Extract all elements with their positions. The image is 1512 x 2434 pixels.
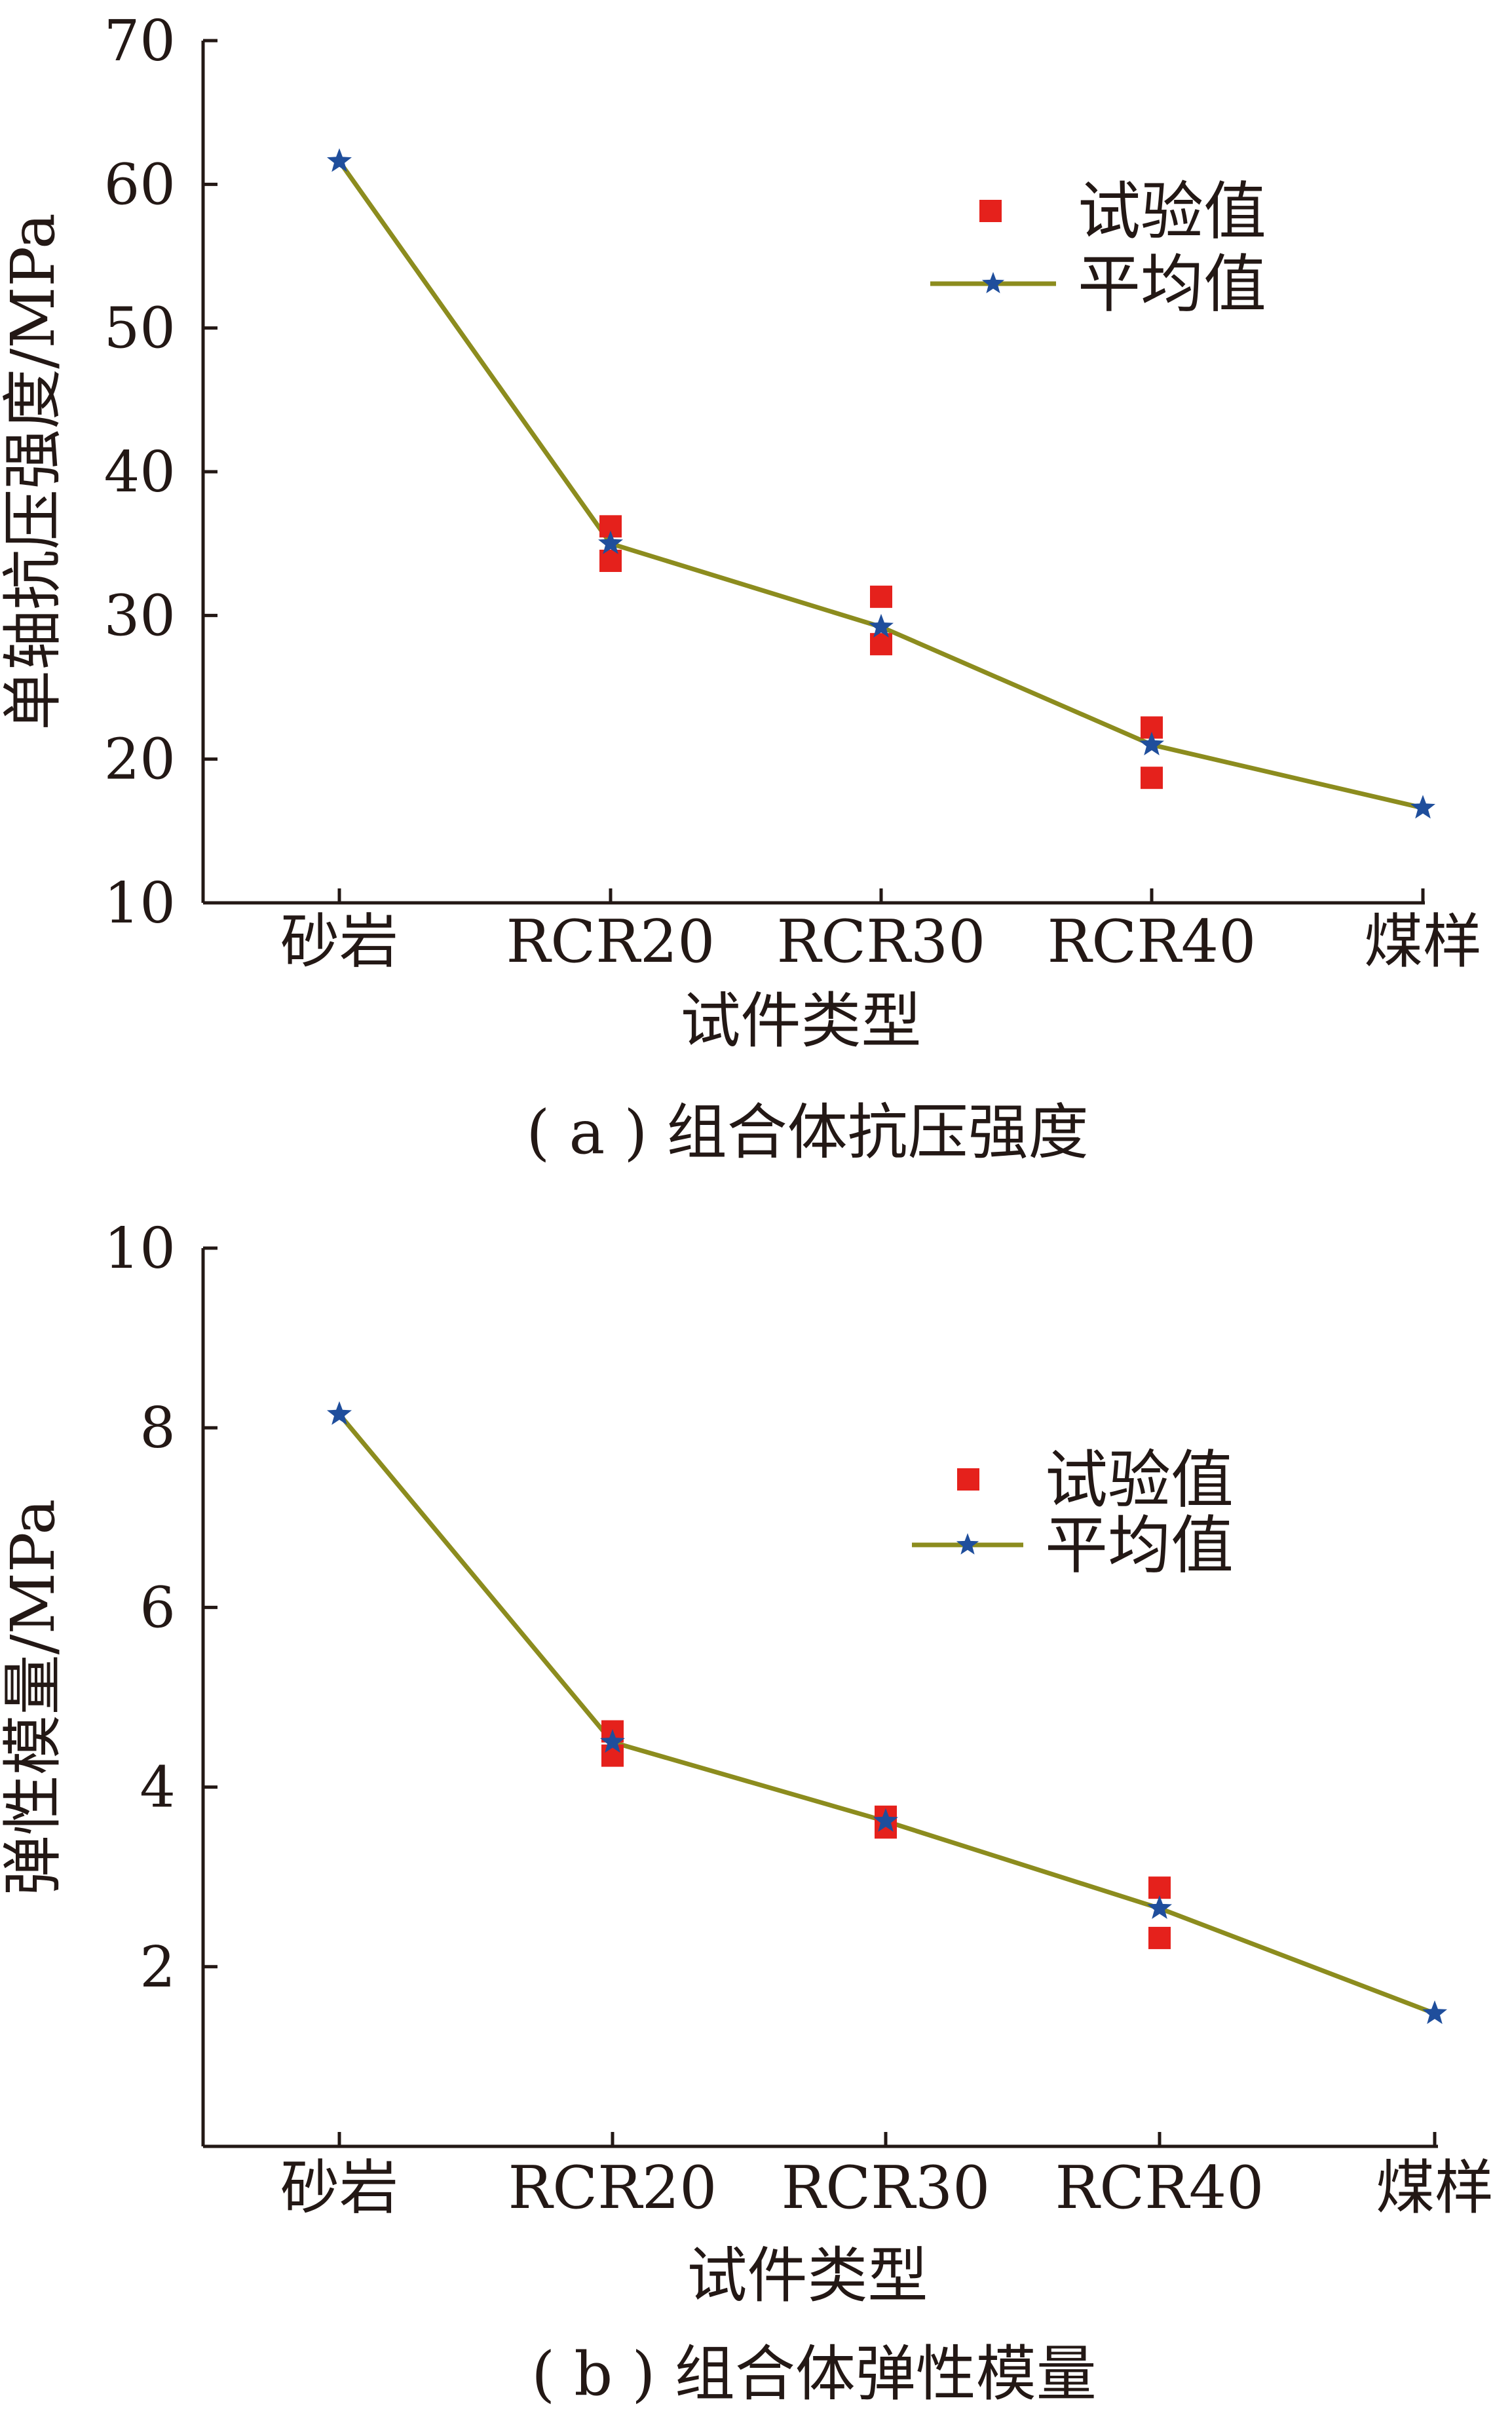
x-tick-label: RCR30 <box>782 2154 991 2222</box>
test-value-point <box>601 1744 624 1767</box>
y-tick-label: 6 <box>140 1575 176 1641</box>
y-tick-label: 60 <box>104 152 176 218</box>
panel-caption: ( b ) 组合体弹性模量 <box>531 2339 1096 2409</box>
x-axis-label: 试件类型 <box>680 986 921 1056</box>
test-value-point <box>1148 1876 1171 1899</box>
x-axis-label: 试件类型 <box>687 2241 928 2311</box>
y-tick-label: 30 <box>104 583 176 649</box>
average-point <box>1139 731 1164 755</box>
average-point <box>1422 2000 1447 2025</box>
x-tick-label: RCR20 <box>506 907 715 976</box>
average-point <box>600 1729 625 1753</box>
y-tick-label: 10 <box>104 871 176 936</box>
average-point <box>327 148 352 172</box>
y-tick-label: 2 <box>140 1935 176 2000</box>
legend-label-test-value: 试验值 <box>1078 175 1266 248</box>
y-tick-label: 50 <box>104 296 176 362</box>
average-point <box>598 530 623 554</box>
test-value-point <box>1148 1926 1171 1949</box>
average-point <box>1410 795 1435 819</box>
legend-swatch-average-star <box>981 272 1005 294</box>
y-tick-label: 10 <box>104 1216 176 1282</box>
y-tick-label: 20 <box>104 727 176 793</box>
x-tick-label: RCR40 <box>1048 907 1257 976</box>
legend-swatch-test-value <box>957 1468 979 1491</box>
panel-caption: ( a ) 组合体抗压强度 <box>526 1097 1088 1168</box>
legend-label-test-value: 试验值 <box>1045 1443 1234 1517</box>
test-value-point <box>870 585 892 608</box>
x-tick-label: RCR40 <box>1055 2154 1264 2222</box>
y-axis-label: 单轴抗压强度/MPa <box>0 213 68 731</box>
legend-swatch-average-star <box>956 1533 979 1555</box>
x-tick-label: RCR20 <box>508 2154 717 2222</box>
average-point <box>1147 1895 1172 1919</box>
legend-label-average: 平均值 <box>1078 248 1266 321</box>
legend-swatch-test-value <box>979 200 1002 222</box>
test-value-point <box>870 633 892 656</box>
y-tick-label: 4 <box>140 1755 176 1821</box>
legend-label-average: 平均值 <box>1045 1509 1234 1582</box>
test-value-point <box>599 549 622 572</box>
x-tick-label: 砂岩 <box>280 2154 398 2222</box>
y-tick-label: 8 <box>140 1396 176 1461</box>
x-tick-label: 煤样 <box>1364 907 1482 976</box>
y-tick-label: 70 <box>104 9 176 74</box>
average-point <box>327 1401 352 1425</box>
x-tick-label: 砂岩 <box>280 907 398 976</box>
test-value-point <box>1141 767 1163 789</box>
y-axis-label: 弹性模量/MPa <box>0 1499 68 1896</box>
average-point <box>869 613 894 638</box>
average-point <box>873 1808 898 1832</box>
y-tick-label: 40 <box>104 440 176 505</box>
x-tick-label: RCR30 <box>777 907 986 976</box>
average-line <box>337 1413 1436 2016</box>
x-tick-label: 煤样 <box>1376 2154 1494 2222</box>
